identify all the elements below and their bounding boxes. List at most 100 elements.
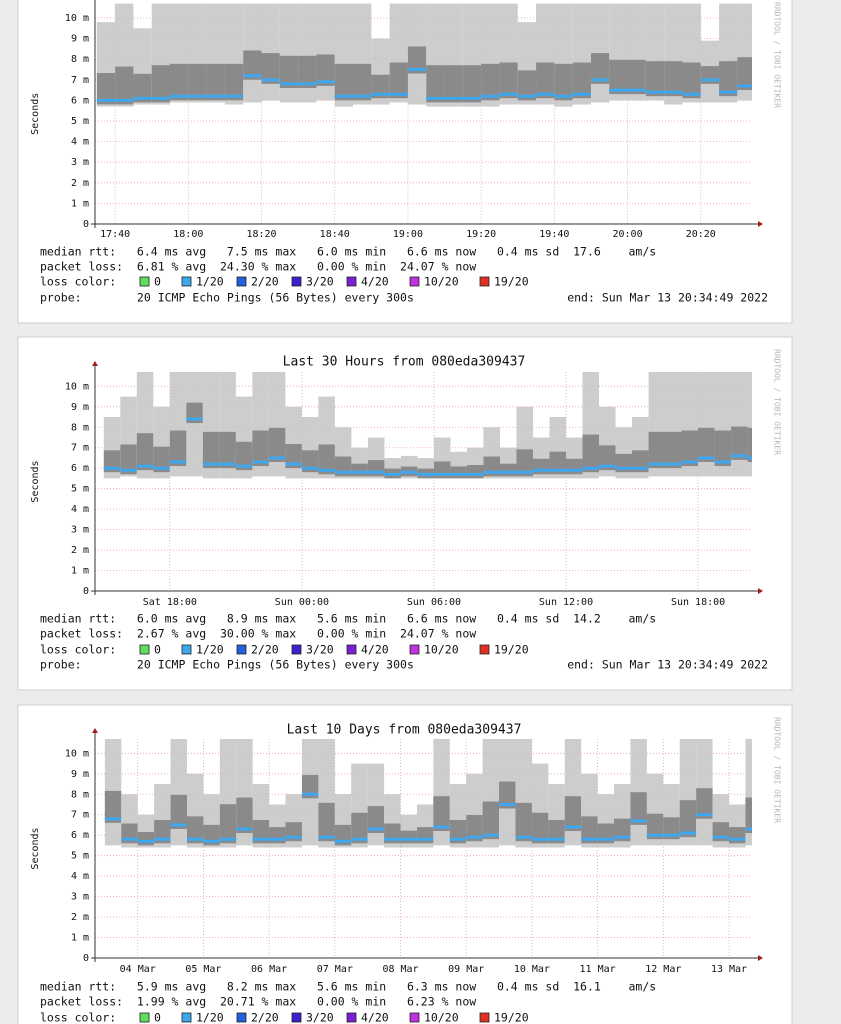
smoke-core xyxy=(188,63,207,101)
smoke-core xyxy=(268,427,286,462)
x-tick-label: Sat 18:00 xyxy=(143,597,197,608)
y-tick-label: 4 m xyxy=(71,137,89,148)
x-tick-label: 12 Mar xyxy=(645,964,681,975)
probe-info: probe: 20 ICMP Echo Pings (56 Bytes) eve… xyxy=(40,291,414,305)
smoke-core xyxy=(664,61,683,97)
smoke-core xyxy=(186,816,204,844)
smoke-core xyxy=(235,441,253,471)
y-tick-label: 3 m xyxy=(71,157,89,168)
y-tick-label: 9 m xyxy=(71,402,89,413)
smoke-core xyxy=(449,819,467,844)
graph-panel: Last 30 Hours from 080eda309437 RRDTOOL /… xyxy=(17,336,793,691)
watermark: RRDTOOL / TOBI OETIKER xyxy=(773,717,782,823)
smoke-core xyxy=(202,431,220,469)
stats-line: median rtt: 6.0 ms avg 8.9 ms max 5.6 ms… xyxy=(40,612,656,626)
x-tick-label: 19:40 xyxy=(539,229,569,240)
x-tick-label: Sun 18:00 xyxy=(671,597,725,608)
stats-line: median rtt: 6.4 ms avg 7.5 ms max 6.0 ms… xyxy=(40,245,656,259)
smoke-core xyxy=(609,59,628,95)
y-tick-label: 2 m xyxy=(71,545,89,556)
x-tick-label: Sun 06:00 xyxy=(407,597,461,608)
legend-swatch xyxy=(181,644,192,655)
y-tick-label: 1 m xyxy=(71,933,89,944)
y-tick-label: 5 m xyxy=(71,484,89,495)
legend-swatch xyxy=(236,1012,247,1023)
x-tick-label: 08 Mar xyxy=(382,964,418,975)
smoke-core xyxy=(389,62,408,99)
legend-entry: 19/20 xyxy=(494,1011,529,1024)
smoke-core xyxy=(96,73,116,105)
legend-entry: 10/20 xyxy=(424,275,459,289)
smoke-core xyxy=(482,801,500,840)
legend-entry: 2/20 xyxy=(251,643,279,657)
smoke-range xyxy=(316,3,335,101)
smoke-core xyxy=(261,53,280,84)
y-tick-label: 5 m xyxy=(71,116,89,127)
legend-entry: 3/20 xyxy=(306,643,334,657)
legend-entry: 1/20 xyxy=(196,275,224,289)
legend-swatch xyxy=(409,1012,420,1023)
smoke-core xyxy=(499,781,516,809)
legend-swatch xyxy=(291,276,302,287)
y-tick-label: 8 m xyxy=(71,422,89,433)
axis-arrow xyxy=(92,361,98,366)
x-tick-label: Sun 00:00 xyxy=(275,597,329,608)
x-tick-label: 06 Mar xyxy=(251,964,287,975)
x-tick-label: 09 Mar xyxy=(448,964,484,975)
legend-entry: 4/20 xyxy=(361,643,389,657)
smoke-core xyxy=(714,430,732,467)
legend-swatch xyxy=(346,276,357,287)
y-tick-label: 6 m xyxy=(71,95,89,106)
legend-swatch xyxy=(409,644,420,655)
x-tick-label: 07 Mar xyxy=(317,964,353,975)
x-tick-label: 18:40 xyxy=(320,229,350,240)
x-tick-label: 19:20 xyxy=(466,229,496,240)
smoke-core xyxy=(564,796,582,832)
legend-swatch xyxy=(479,644,490,655)
y-tick-label: 4 m xyxy=(71,871,89,882)
smoke-core xyxy=(206,63,225,101)
graph-title: Last 10 Days from 080eda309437 xyxy=(287,723,522,738)
smoke-range xyxy=(745,739,752,846)
x-tick-label: 17:40 xyxy=(100,229,130,240)
y-tick-label: 9 m xyxy=(71,34,89,45)
smoke-core xyxy=(170,63,189,101)
smoke-range xyxy=(731,372,748,477)
smoke-core xyxy=(533,458,550,475)
y-tick-label: 2 m xyxy=(71,178,89,189)
smoke-core xyxy=(151,65,171,103)
smoke-core xyxy=(416,827,434,844)
legend-label: loss color: xyxy=(40,275,116,289)
legend-swatch xyxy=(181,1012,192,1023)
y-tick-label: 0 xyxy=(83,586,89,597)
smoke-core xyxy=(252,819,270,844)
smoke-core xyxy=(153,446,170,473)
legend-entry: 19/20 xyxy=(494,643,529,657)
x-tick-label: 04 Mar xyxy=(120,964,156,975)
x-tick-label: 10 Mar xyxy=(514,964,550,975)
legend-swatch xyxy=(346,1012,357,1023)
smoke-core xyxy=(572,62,591,99)
legend-swatch xyxy=(139,1012,150,1023)
smoke-core xyxy=(351,463,368,477)
smoke-core xyxy=(136,433,154,471)
plot-area xyxy=(96,3,752,107)
legend-label: loss color: xyxy=(40,643,116,657)
smoke-core xyxy=(224,63,244,101)
smoke-core xyxy=(554,63,573,101)
y-tick-label: 0 xyxy=(83,953,89,964)
smoke-core xyxy=(696,788,713,819)
smoke-core xyxy=(285,444,302,469)
smoke-core xyxy=(645,61,665,97)
smoke-core xyxy=(154,819,171,844)
graph-panel: Last 10 Days from 080eda309437 RRDTOOL / … xyxy=(17,704,793,1024)
smoke-core xyxy=(219,431,236,469)
smoke-core xyxy=(400,830,417,844)
legend-entry: 1/20 xyxy=(196,643,224,657)
smoke-core xyxy=(444,65,463,103)
legend-entry: 1/20 xyxy=(196,1011,224,1024)
legend-swatch xyxy=(236,644,247,655)
smoke-range xyxy=(747,372,752,477)
y-tick-label: 10 m xyxy=(65,748,89,759)
legend-swatch xyxy=(236,276,247,287)
